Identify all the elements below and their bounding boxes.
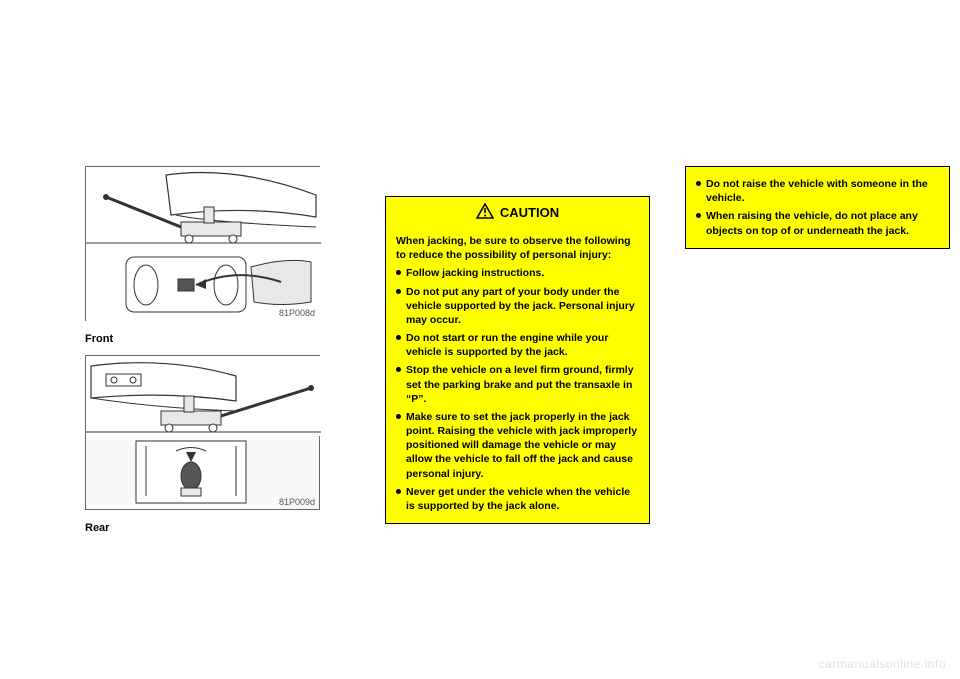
figure-rear-caption: Rear (85, 522, 350, 534)
column-caution-cont: Do not raise the vehicle with someone in… (685, 166, 950, 249)
jack-front-illustration (86, 167, 321, 322)
jack-rear-illustration (86, 356, 321, 511)
warning-icon (476, 203, 494, 222)
caution-item: Stop the vehicle on a level firm ground,… (396, 363, 639, 406)
figure-front-caption: Front (85, 333, 350, 345)
caution-title: CAUTION (500, 205, 559, 220)
caution-box-cont: Do not raise the vehicle with someone in… (685, 166, 950, 249)
caution-item: Make sure to set the jack properly in th… (396, 410, 639, 481)
caution-body-cont: Do not raise the vehicle with someone in… (686, 167, 949, 248)
column-figures: 81P008d Front (85, 166, 350, 544)
caution-item: Do not put any part of your body under t… (396, 285, 639, 328)
caution-intro: When jacking, be sure to observe the fol… (396, 234, 639, 262)
caution-header: CAUTION (386, 197, 649, 226)
caution-item: Never get under the vehicle when the veh… (396, 485, 639, 513)
watermark: carmanualsonline.info (819, 657, 946, 671)
caution-item: Do not start or run the engine while you… (396, 331, 639, 359)
caution-body-main: When jacking, be sure to observe the fol… (386, 226, 649, 523)
caution-box-main: CAUTION When jacking, be sure to observe… (385, 196, 650, 524)
figure-front-label: 81P008d (279, 308, 315, 318)
caution-list-cont: Do not raise the vehicle with someone in… (696, 177, 939, 238)
caution-item: When raising the vehicle, do not place a… (696, 209, 939, 237)
page: 81P008d Front (0, 0, 960, 679)
caution-item: Do not raise the vehicle with someone in… (696, 177, 939, 205)
column-caution-main: CAUTION When jacking, be sure to observe… (385, 166, 650, 524)
caution-list-main: Follow jacking instructions. Do not put … (396, 266, 639, 513)
figure-rear-label: 81P009d (279, 497, 315, 507)
figure-rear: 81P009d (85, 355, 320, 510)
caution-item: Follow jacking instructions. (396, 266, 639, 280)
figure-front: 81P008d (85, 166, 320, 321)
